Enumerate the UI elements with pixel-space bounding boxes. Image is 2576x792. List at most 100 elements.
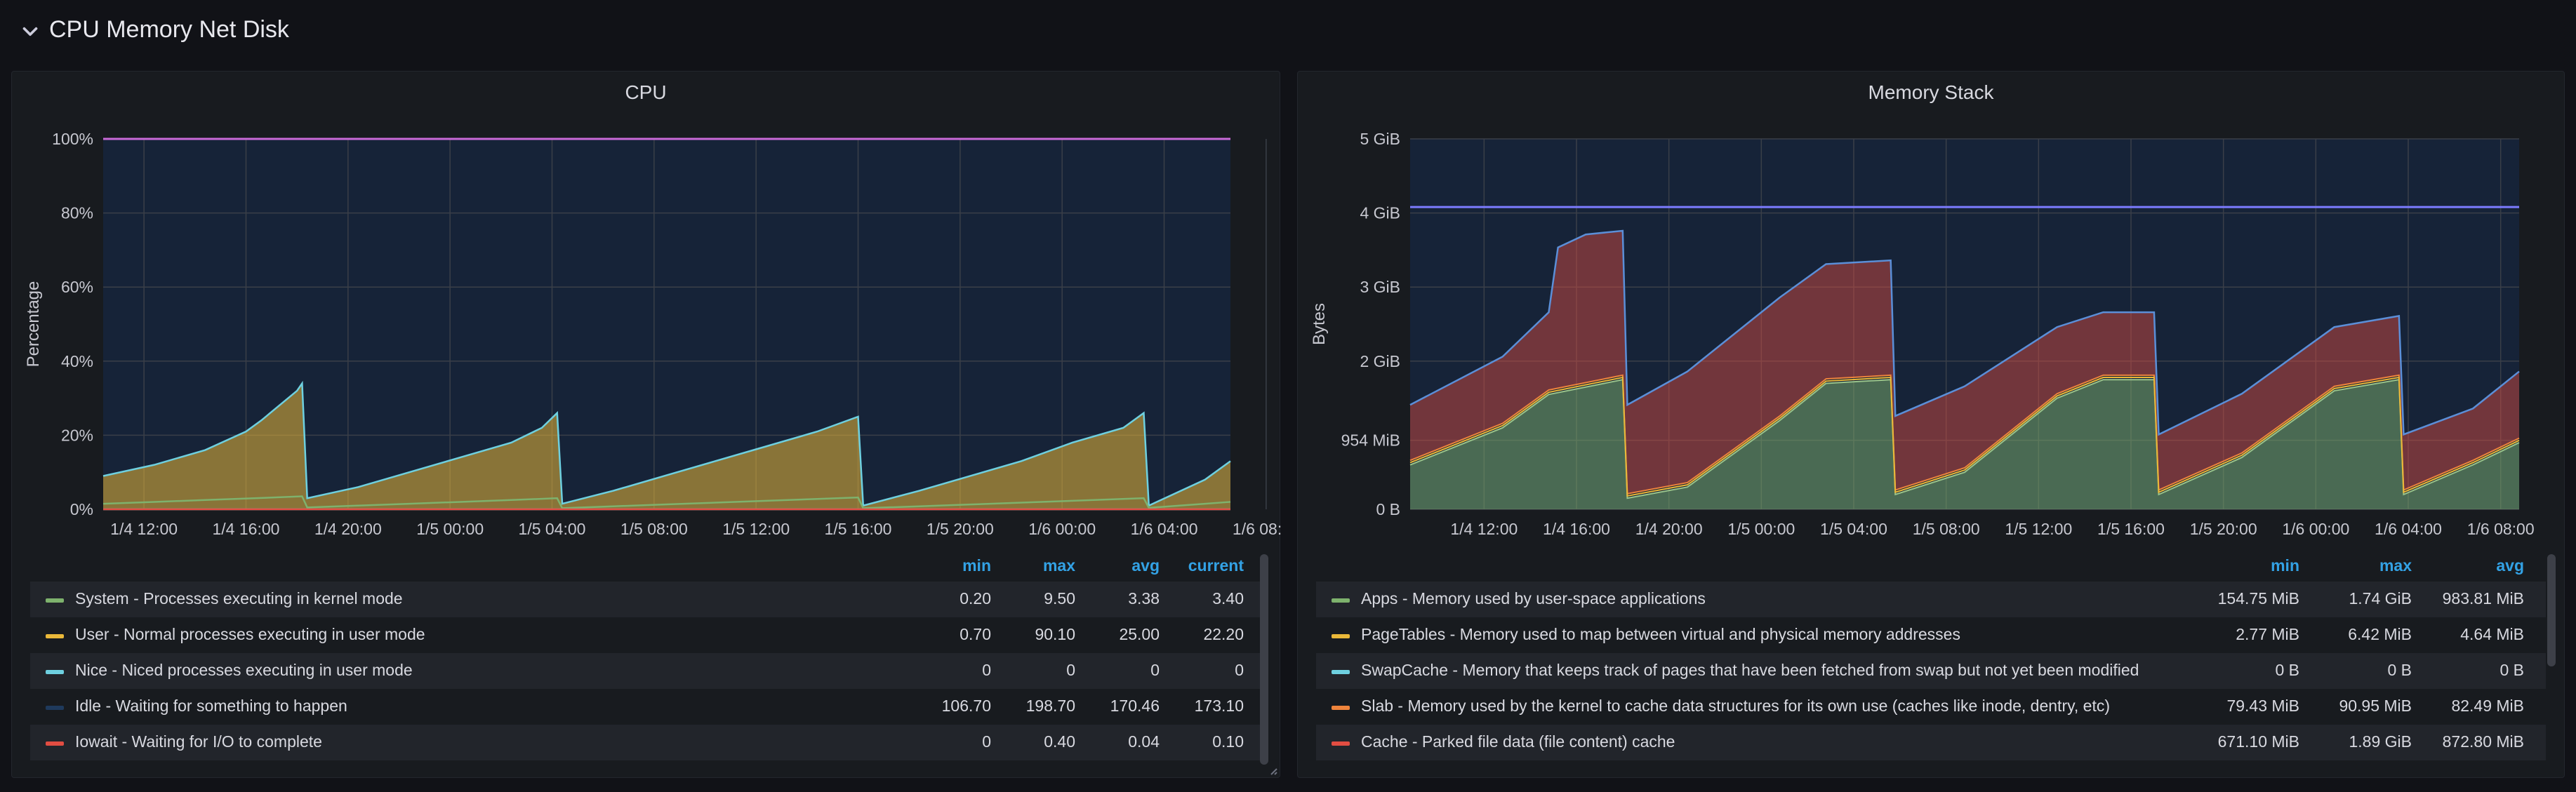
x-tick-label: 1/4 16:00 [213,520,280,535]
legend-row[interactable]: Nice - Niced processes executing in user… [30,653,1266,689]
legend-row[interactable]: Idle - Waiting for something to happen 10… [30,689,1266,725]
legend-value-min: 671.10 MiB [2217,732,2299,751]
y-tick-label: 40% [61,352,93,370]
cpu-legend: min max avg current System - Processes e… [30,551,1266,761]
legend-series-name[interactable]: Slab - Memory used by the kernel to cach… [1361,697,2111,715]
x-tick-label: 1/5 08:00 [620,520,688,535]
legend-header-max[interactable]: max [2379,556,2412,575]
legend-row[interactable]: PageTables - Memory used to map between … [1316,617,2546,653]
cpu-chart: 0% 20% 40% 60% 80% 100% 1/4 12:00 1/4 16:00 1/4 … [24,130,1281,535]
legend-value-min: 0.20 [960,589,991,608]
series-cache-area [1410,230,2519,494]
legend-header-max[interactable]: max [1042,556,1075,575]
memory-chart: 0 B 954 MiB 2 GiB 3 GiB 4 GiB 5 GiB 1/4 12:00 1… [1310,130,2535,535]
legend-swatch[interactable] [1332,670,1350,674]
series-system-line [102,495,1231,509]
legend-swatch[interactable] [46,706,64,710]
legend-header-current[interactable]: current [1188,556,1244,575]
legend-value-max: 9.50 [1044,589,1075,608]
chevron-down-icon[interactable] [18,20,42,43]
x-tick-label: 1/6 00:00 [1028,520,1096,535]
x-tick-label: 1/5 20:00 [927,520,994,535]
legend-swatch[interactable] [46,741,64,746]
x-tick-label: 1/6 00:00 [2282,520,2349,535]
legend-series-name[interactable]: Nice - Niced processes executing in user… [75,661,413,679]
series-pagetables-line [1409,376,2520,497]
legend-header-min[interactable]: min [962,556,991,575]
legend-row[interactable]: Slab - Memory used by the kernel to cach… [1316,689,2546,725]
legend-value-current: 0 [1235,661,1244,679]
legend-swatch[interactable] [46,598,64,603]
legend-series-name[interactable]: Cache - Parked file data (file content) … [1361,732,1675,751]
legend-value-min: 154.75 MiB [2217,589,2299,608]
legend-header-avg[interactable]: avg [1131,556,1160,575]
legend-row[interactable]: SwapCache - Memory that keeps track of p… [1316,653,2546,689]
legend-value-avg: 0 B [2499,661,2524,679]
x-tick-label: 1/6 04:00 [1131,520,1198,535]
x-tick-label: 1/4 20:00 [314,520,382,535]
legend-value-max: 1.74 GiB [2349,589,2412,608]
legend-value-min: 0 [982,661,991,679]
x-tick-label: 1/6 04:00 [2375,520,2442,535]
x-tick-label: 1/4 12:00 [1450,520,1518,535]
legend-value-max: 198.70 [1025,697,1075,715]
x-tick-label: 1/6 08:00 [2467,520,2535,535]
legend-series-name[interactable]: User - Normal processes executing in use… [75,625,425,643]
x-tick-label: 1/5 12:00 [2005,520,2072,535]
legend-header-avg[interactable]: avg [2496,556,2524,575]
legend-value-avg: 3.38 [1128,589,1160,608]
resize-handle-icon[interactable] [1268,766,1278,776]
legend-value-current: 3.40 [1212,589,1244,608]
legend-row[interactable]: Cache - Parked file data (file content) … [1316,725,2546,760]
legend-value-max: 6.42 MiB [2348,625,2412,643]
legend-value-avg: 82.49 MiB [2451,697,2524,715]
legend-swatch[interactable] [46,670,64,674]
legend-value-max: 0 B [2387,661,2412,679]
x-tick-label: 1/5 04:00 [1820,520,1887,535]
legend-series-name[interactable]: System - Processes executing in kernel m… [75,589,403,608]
legend-value-avg: 4.64 MiB [2460,625,2524,643]
row-header[interactable]: CPU Memory Net Disk [0,0,2576,63]
y-tick-label: 0% [70,500,93,518]
legend-swatch[interactable] [46,634,64,638]
y-tick-label: 0 B [1376,500,1400,518]
legend-swatch[interactable] [1332,598,1350,603]
legend-series-name[interactable]: Idle - Waiting for something to happen [75,697,347,715]
legend-header-min[interactable]: min [2271,556,2299,575]
legend-value-min: 0 B [2275,661,2299,679]
x-tick-label: 1/5 00:00 [416,520,484,535]
legend-series-name[interactable]: SwapCache - Memory that keeps track of p… [1361,661,2139,679]
legend-swatch[interactable] [1332,634,1350,638]
x-tick-label: 1/5 16:00 [825,520,892,535]
x-tick-label: 1/5 12:00 [722,520,790,535]
row-title[interactable]: CPU Memory Net Disk [49,16,289,43]
legend-swatch[interactable] [1332,741,1350,746]
panel-title[interactable]: CPU [625,81,667,103]
legend-value-min: 106.70 [941,697,991,715]
legend-value-current: 22.20 [1203,625,1244,643]
legend-scrollbar[interactable] [1260,554,1268,765]
x-tick-label: 1/5 04:00 [519,520,586,535]
legend-value-min: 0 [982,732,991,751]
legend-series-name[interactable]: PageTables - Memory used to map between … [1361,625,1960,643]
legend-series-name[interactable]: Iowait - Waiting for I/O to complete [75,732,322,751]
y-tick-label: 5 GiB [1360,130,1400,148]
panel-title[interactable]: Memory Stack [1868,81,1994,103]
legend-value-max: 0 [1066,661,1075,679]
x-tick-label: 1/4 16:00 [1543,520,1610,535]
legend-row[interactable]: System - Processes executing in kernel m… [30,582,1266,617]
legend-scrollbar[interactable] [2547,554,2556,666]
legend-row[interactable]: Iowait - Waiting for I/O to complete 0 0.4… [30,725,1266,760]
legend-row[interactable]: Apps - Memory used by user-space applica… [1316,582,2546,617]
legend-value-min: 2.77 MiB [2236,625,2299,643]
memory-legend: min max avg Apps - Memory used by user-s… [1316,551,2546,761]
legend-header: min max avg current [30,551,1266,582]
legend-swatch[interactable] [1332,706,1350,710]
x-tick-label: 1/5 16:00 [2097,520,2165,535]
legend-row[interactable]: User - Normal processes executing in use… [30,617,1266,653]
legend-series-name[interactable]: Apps - Memory used by user-space applica… [1361,589,1706,608]
y-tick-label: 100% [52,130,93,148]
legend-value-avg: 872.80 MiB [2442,732,2524,751]
y-tick-label: 4 GiB [1360,204,1400,222]
y-axis-label: Bytes [1310,303,1329,345]
